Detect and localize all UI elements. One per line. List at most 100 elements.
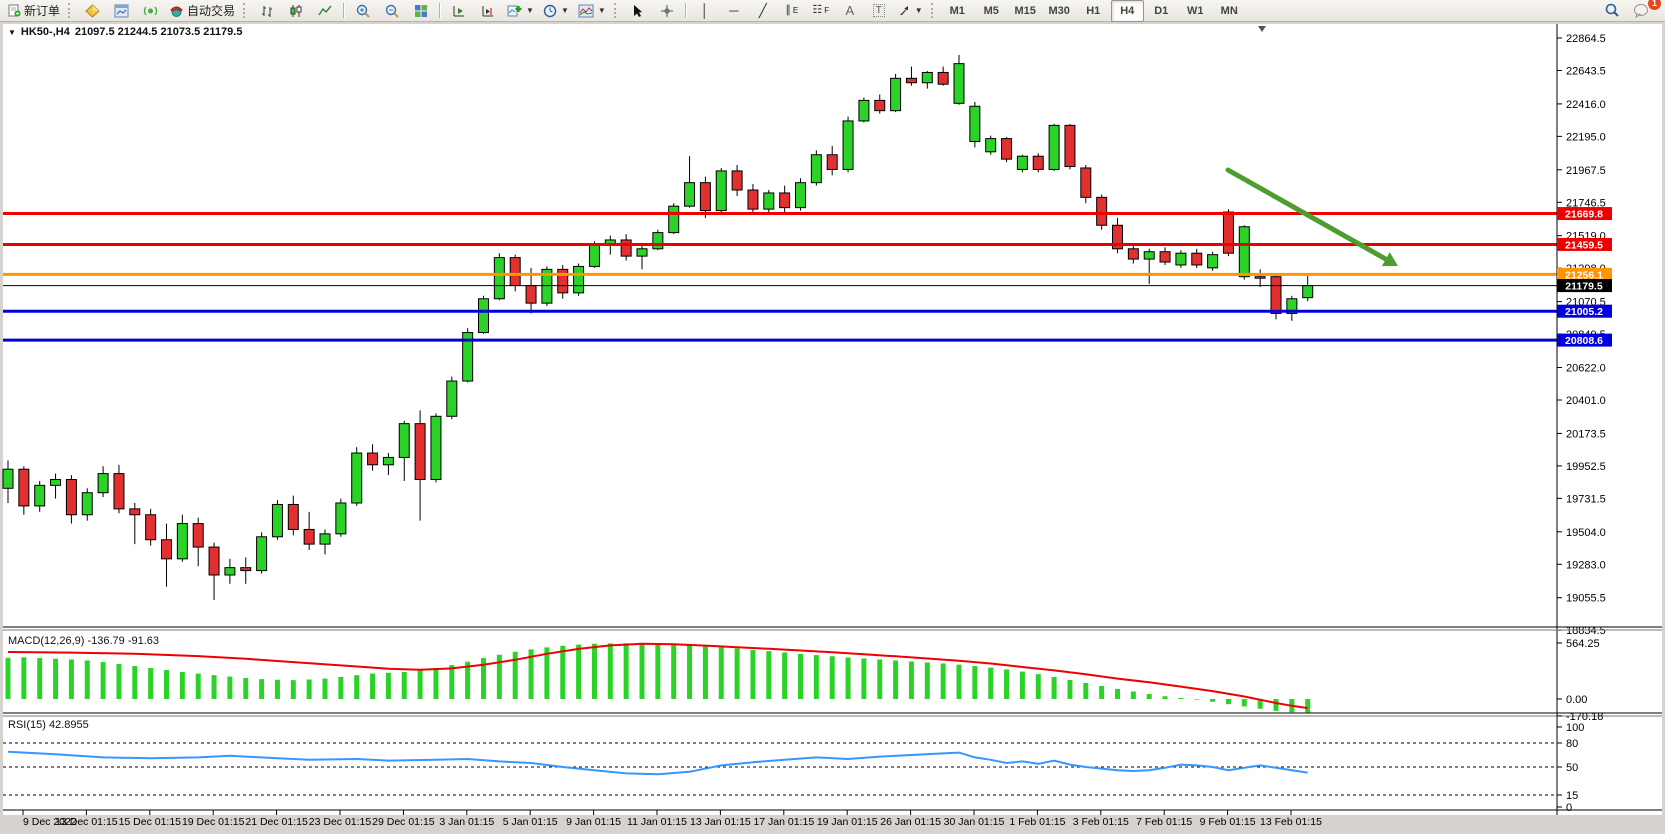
cursor-tool-button[interactable]: [624, 0, 652, 22]
timeframe-h1-button[interactable]: H1: [1077, 0, 1110, 22]
fibonacci-tool-button[interactable]: ☷ F: [807, 0, 835, 22]
timeframe-d1-button[interactable]: D1: [1145, 0, 1178, 22]
macd-axis-label: 0.00: [1566, 694, 1587, 706]
date-label: 26 Jan 01:15: [880, 816, 941, 828]
bar-chart-icon: [260, 4, 274, 18]
date-label: 17 Jan 01:15: [753, 816, 814, 828]
price-tick-label: 21746.5: [1566, 197, 1606, 209]
timeframe-m5-button[interactable]: M5: [975, 0, 1008, 22]
tile-windows-button[interactable]: [407, 0, 435, 22]
price-axis[interactable]: 22864.5 22643.5 22416.0 22195.0 21967.5 21746…: [1556, 24, 1612, 815]
add-indicator-button[interactable]: ▼: [503, 0, 538, 22]
timeframe-m30-button[interactable]: M30: [1043, 0, 1076, 22]
toolbar-separator: [684, 3, 687, 18]
timeframe-h4-button[interactable]: H4: [1110, 0, 1144, 22]
trendline-icon: ╱: [758, 3, 767, 18]
new-order-button[interactable]: 新订单: [4, 0, 64, 22]
dropdown-caret: ▼: [526, 6, 534, 15]
candles-layer: [2, 54, 1314, 600]
timeframe-m15-button[interactable]: M15: [1009, 0, 1042, 22]
crosshair-tool-button[interactable]: [653, 0, 681, 22]
text-tool-button[interactable]: A: [836, 0, 864, 22]
signal-icon: [143, 4, 158, 18]
date-label: 7 Feb 01:15: [1136, 816, 1192, 828]
auto-trading-label: 自动交易: [187, 4, 236, 18]
price-line-label: 21256.1: [1565, 269, 1603, 281]
zoom-in-button[interactable]: [349, 0, 377, 22]
timeframe-label: M5: [983, 4, 999, 17]
rsi-axis-label: 80: [1566, 738, 1578, 750]
arrows-icon: [898, 4, 911, 17]
price-tick-label: 20622.0: [1566, 363, 1606, 375]
bar-chart-button[interactable]: [253, 0, 281, 22]
template-button[interactable]: ▼: [574, 0, 610, 22]
vertical-line-icon: │: [700, 3, 709, 18]
date-label: 11 Jan 01:15: [627, 816, 687, 828]
trendline-tool-button[interactable]: ╱: [749, 0, 777, 22]
price-line-label: 21005.2: [1565, 306, 1603, 318]
vertical-line-tool-button[interactable]: │: [691, 0, 719, 22]
auto-scroll-button[interactable]: [474, 0, 502, 22]
crosshair-icon: [660, 4, 674, 18]
channel-tool-button[interactable]: ∥ E: [778, 0, 806, 22]
market-watch-button[interactable]: [78, 0, 106, 22]
date-label: 21 Dec 01:15: [245, 816, 308, 828]
arrows-tool-button[interactable]: ▼: [894, 0, 927, 22]
chart-canvas[interactable]: 22864.5 22643.5 22416.0 22195.0 21967.5 21746…: [0, 22, 1665, 834]
notification-badge: 1: [1648, 0, 1661, 10]
channel-icon: ∥: [785, 4, 791, 16]
horizontal-line-tool-button[interactable]: ─: [720, 0, 748, 22]
template-icon: [578, 4, 594, 18]
down-arrow-annotation[interactable]: [1225, 167, 1398, 267]
rsi-axis-label: 0: [1566, 802, 1572, 814]
period-button[interactable]: ▼: [539, 0, 573, 22]
toolbar-grip: [613, 3, 620, 18]
zoom-out-button[interactable]: [378, 0, 406, 22]
timeframe-w1-button[interactable]: W1: [1179, 0, 1212, 22]
timeframe-m1-button[interactable]: M1: [941, 0, 974, 22]
date-label: 19 Jan 01:15: [817, 816, 878, 828]
add-indicator-icon: [507, 4, 522, 18]
timeframe-label: H1: [1086, 4, 1101, 17]
timeframe-label: M1: [949, 4, 965, 17]
macd-axis-label: -170.18: [1566, 711, 1603, 723]
timeframe-label: D1: [1154, 4, 1169, 17]
chart-window-button[interactable]: [107, 0, 135, 22]
price-tick-label: 20401.0: [1566, 395, 1606, 407]
date-label: 3 Jan 01:15: [439, 816, 494, 828]
macd-pane: 564.25 0.00 -170.18: [5, 638, 1603, 723]
search-button[interactable]: [1598, 0, 1626, 22]
price-tick-label: 19952.5: [1566, 461, 1606, 473]
symbol-dropdown-icon[interactable]: ▼: [8, 27, 16, 37]
chart-shift-icon: [452, 4, 466, 18]
new-order-icon: [8, 4, 21, 17]
date-label: 13 Feb 01:15: [1260, 816, 1322, 828]
timeframe-mn-button[interactable]: MN: [1213, 0, 1246, 22]
price-line-label: 21179.5: [1565, 281, 1603, 293]
price-tick-label: 18834.5: [1566, 625, 1606, 637]
auto-scroll-icon: [481, 4, 495, 18]
diamond-icon: [84, 3, 100, 18]
candlestick-chart-button[interactable]: [282, 0, 310, 22]
zoom-out-icon: [385, 4, 400, 18]
price-line-label: 21669.8: [1565, 209, 1603, 221]
date-label: 1 Feb 01:15: [1009, 816, 1065, 828]
date-label: 15 Dec 01:15: [119, 816, 182, 828]
label-tool-button[interactable]: T: [865, 0, 893, 22]
chart-shift-button[interactable]: [445, 0, 473, 22]
line-chart-button[interactable]: [311, 0, 339, 22]
price-tick-label: 21967.5: [1566, 165, 1606, 177]
date-label: 3 Feb 01:15: [1073, 816, 1129, 828]
signal-button[interactable]: [136, 0, 164, 22]
chart-shift-marker[interactable]: [1258, 26, 1266, 32]
price-tick-label: 19283.0: [1566, 559, 1606, 571]
macd-label: MACD(12,26,9) -136.79 -91.63: [8, 635, 160, 647]
auto-trading-button[interactable]: 自动交易: [165, 0, 239, 22]
notifications-button[interactable]: 1: [1627, 0, 1661, 22]
dropdown-caret: ▼: [597, 6, 606, 15]
toolbar-separator: [343, 3, 346, 18]
date-label: 5 Jan 01:15: [503, 816, 558, 828]
date-label: 13 Dec 01:15: [55, 816, 118, 828]
toolbar-separator: [439, 3, 442, 18]
